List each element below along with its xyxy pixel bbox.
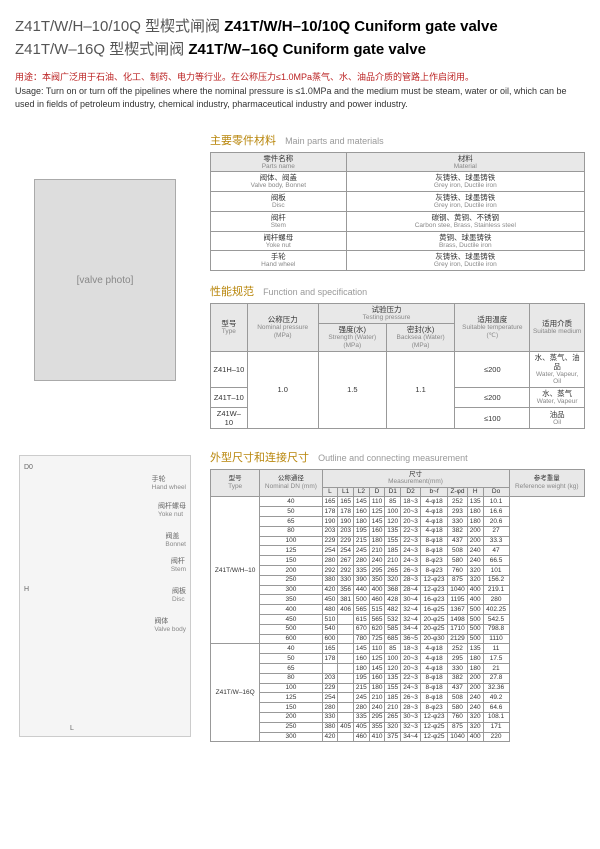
- row-photo-materials: [valve photo] 主要零件材料 Main parts and mate…: [15, 132, 585, 430]
- dim-col-header: D: [369, 487, 385, 497]
- spec-title: 性能规范 Function and specification: [210, 283, 585, 299]
- dim-col-header: D1: [385, 487, 401, 497]
- table-row: 30042046041037534~412-φ251040400220: [211, 732, 585, 742]
- mat-header-part: 零件名称 Parts name: [211, 152, 347, 172]
- table-row: 30042035644040036828~412-φ231040400219.1: [211, 585, 585, 595]
- table-row: 20033033529526530~312-φ23760320108.1: [211, 712, 585, 722]
- dim-title-zh: 外型尺寸和连接尺寸: [210, 452, 309, 464]
- spec-h-temp: 适用温度 Suitable temperature (℃): [455, 304, 530, 351]
- row-diagram-dimensions: 手轮Hand wheel 阀杆螺母Yoke nut 阀盖Bonnet 阀杆Ste…: [15, 449, 585, 742]
- usage-block: 用途：本阀广泛用于石油、化工、制药、电力等行业。在公称压力≤1.0MPa蒸气、水…: [15, 71, 585, 112]
- spec-table: 型号 Type 公称压力 Nominal pressure (MPa) 试验压力…: [210, 303, 585, 429]
- dim-title-en: Outline and connecting measurement: [318, 453, 468, 463]
- table-row: 6518014512020~34-φ1833018021: [211, 664, 585, 674]
- table-row: 5017816012510020~34-φ1829518017.5: [211, 654, 585, 664]
- materials-title-zh: 主要零件材料: [210, 135, 276, 147]
- dim-h-dn: 公称通径 Nominal DN (mm): [260, 470, 322, 497]
- spec-h-test: 试验压力 Testing pressure: [318, 304, 455, 324]
- table-row: 15028028024021028~38-φ2358024064.6: [211, 703, 585, 713]
- spec-h-medium: 适用介质 Suitable medium: [530, 304, 585, 351]
- dim-col-header: L2: [353, 487, 369, 497]
- dimensions-table: 型号 Type 公称通径 Nominal DN (mm) 尺寸 Measurem…: [210, 469, 585, 742]
- dim-col-header: Do: [483, 487, 509, 497]
- dim-h-type: 型号 Type: [211, 470, 260, 497]
- dim-col-header: L: [322, 487, 338, 497]
- table-row: 25038040540535532032~312-φ25875320171: [211, 722, 585, 732]
- dim-title: 外型尺寸和连接尺寸 Outline and connecting measure…: [210, 449, 585, 465]
- table-row: 12525424521018526~38-φ1850824049.2: [211, 693, 585, 703]
- materials-title: 主要零件材料 Main parts and materials: [210, 132, 585, 148]
- usage-en: Usage: Turn on or turn off the pipelines…: [15, 85, 585, 112]
- dimensions-col: 外型尺寸和连接尺寸 Outline and connecting measure…: [210, 449, 585, 742]
- dim-h-weight: 参考重量 Reference weight (kg): [509, 470, 585, 497]
- title2-en: Z41T/W–16Q Cuniform gate valve: [188, 41, 426, 58]
- materials-title-en: Main parts and materials: [285, 136, 384, 146]
- table-row: 50054067062058534~420-φ251710500798.8: [211, 624, 585, 634]
- table-row: Z41T/W/H–10401651651451108518~34-φ182521…: [211, 497, 585, 507]
- table-row: 40048040656551548232~416-φ251367500402.2…: [211, 605, 585, 615]
- table-row: 5017817816012510020~34-φ1829318016.6: [211, 507, 585, 517]
- table-row: 6519019018014512020~34-φ1833018020.6: [211, 517, 585, 527]
- spec-title-en: Function and specification: [263, 287, 367, 297]
- spec-title-zh: 性能规范: [210, 286, 254, 298]
- table-row: 阀体、阀盖Valve body, Bonnet灰铸铁、球墨铸铁Grey iron…: [211, 172, 585, 192]
- table-row: 60060078072568536~520-φ3021295001110: [211, 634, 585, 644]
- dim-col-header: H: [467, 487, 483, 497]
- table-row: Z41T/W–16Q401651451108518~34-φ1825213511: [211, 644, 585, 654]
- title-2: Z41T/W–16Q 型楔式闸阀 Z41T/W–16Q Cuniform gat…: [15, 38, 585, 59]
- materials-table: 零件名称 Parts name 材料 Material 阀体、阀盖Valve b…: [210, 152, 585, 272]
- mat-header-material: 材料 Material: [346, 152, 584, 172]
- dim-h-meas: 尺寸 Measurement(mm): [322, 470, 509, 488]
- valve-diagram: 手轮Hand wheel 阀杆螺母Yoke nut 阀盖Bonnet 阀杆Ste…: [19, 455, 191, 737]
- table-row: 8020320319516013522~34-φ1838220027: [211, 526, 585, 536]
- dim-col-header: D2: [401, 487, 421, 497]
- title1-en: Z41T/W/H–10/10Q Cuniform gate valve: [224, 18, 497, 35]
- spec-h-nominal: 公称压力 Nominal pressure (MPa): [247, 304, 318, 351]
- usage-zh: 用途：本阀广泛用于石油、化工、制药、电力等行业。在公称压力≤1.0MPa蒸气、水…: [15, 71, 585, 85]
- table-row: 35045038150046042830~416-φ231195400280: [211, 595, 585, 605]
- table-row: 10022922921518015522~38-φ1843720033.3: [211, 536, 585, 546]
- dim-col-header: L1: [338, 487, 354, 497]
- table-row: 10022921518015524~38-φ1843720032.36: [211, 683, 585, 693]
- spec-h-type: 型号 Type: [211, 304, 248, 351]
- materials-col: 主要零件材料 Main parts and materials 零件名称 Par…: [210, 132, 585, 430]
- table-row: Z41H–101.01.51.1≤200水、蒸气、油品Water, Vapeur…: [211, 351, 585, 388]
- table-row: 8020319516013522~38-φ1838220027.8: [211, 673, 585, 683]
- spec-h-strength: 强度(水) Strength (Water) (MPa): [318, 324, 386, 352]
- table-row: 阀杆Stem碳钢、黄铜、不锈钢Carbon stee, Brass, Stain…: [211, 211, 585, 231]
- diagram-col: 手轮Hand wheel 阀杆螺母Yoke nut 阀盖Bonnet 阀杆Ste…: [15, 449, 195, 742]
- table-row: 25038033039035032028~312-φ23875320156.2: [211, 575, 585, 585]
- valve-photo: [valve photo]: [34, 179, 176, 381]
- table-row: 45051061556553232~420-φ251498500542.5: [211, 615, 585, 625]
- table-row: 12525425424521018524~38-φ1850824047: [211, 546, 585, 556]
- photo-col: [valve photo]: [15, 132, 195, 430]
- title-1: Z41T/W/H–10/10Q 型楔式闸阀 Z41T/W/H–10/10Q Cu…: [15, 15, 585, 36]
- dim-col-header: Z-φd: [448, 487, 468, 497]
- table-row: 15028026728024021024~38-φ2358024066.5: [211, 556, 585, 566]
- title1-zh: Z41T/W/H–10/10Q 型楔式闸阀: [15, 18, 220, 35]
- title2-zh: Z41T/W–16Q 型楔式闸阀: [15, 41, 184, 58]
- table-row: 阀板Disc灰铸铁、球墨铸铁Grey iron, Ductile iron: [211, 192, 585, 212]
- table-row: 手轮Hand wheel灰铸铁、球墨铸铁Grey iron, Ductile i…: [211, 251, 585, 271]
- table-row: 20029229233529526526~38-φ23760320101: [211, 566, 585, 576]
- dim-col-header: b~f: [421, 487, 448, 497]
- table-row: 阀杆螺母Yoke nut黄铜、球墨铸铁Brass, Ductile iron: [211, 231, 585, 251]
- spec-h-seal: 密封(水) Backsea (Water) (MPa): [386, 324, 454, 352]
